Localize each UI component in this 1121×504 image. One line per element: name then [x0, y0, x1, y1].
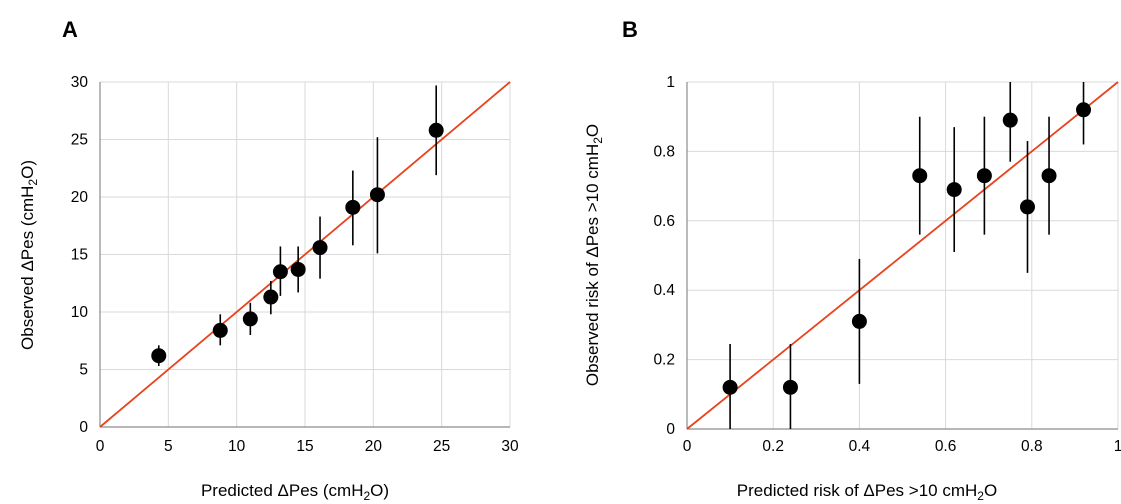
panel-b-y-tick-label: 0.4 — [653, 282, 675, 299]
panel-b-x-tick-label: 0.6 — [935, 438, 957, 455]
panel-b-data-point — [1076, 102, 1092, 118]
panel-a-x-tick-label: 20 — [365, 438, 383, 455]
panel-a-y-tick-label: 30 — [71, 74, 89, 91]
panel-b-x-tick-label: 1 — [1114, 438, 1121, 455]
panel-b-data-point — [912, 168, 928, 184]
panel-b-y-tick-label: 0 — [666, 421, 675, 438]
panel-a-y-tick-label: 0 — [79, 419, 88, 436]
panel-a-x-tick-label: 10 — [228, 438, 246, 455]
panel-a-data-point — [272, 264, 288, 280]
panel-b-error-bars — [729, 82, 1085, 429]
panel-a-x-tick-label: 15 — [296, 438, 313, 455]
panel-a: A 0 5 10 15 20 25 30 0 5 10 15 20 25 30 Predicted ΔP… — [18, 17, 519, 503]
panel-a-data-point — [312, 240, 328, 256]
panel-b-reference-line — [686, 81, 1119, 430]
panel-b-y-tick-labels: 0 0.2 0.4 0.6 0.8 1 — [653, 74, 675, 438]
panel-b-x-tick-label: 0.8 — [1021, 438, 1043, 455]
panel-a-data-point — [242, 311, 258, 327]
panel-a-y-tick-label: 5 — [79, 362, 88, 379]
panel-b-data-point — [976, 168, 992, 184]
panel-b-data-point — [1041, 168, 1057, 184]
panel-a-y-tick-label: 25 — [71, 132, 88, 149]
panel-a-data-point — [428, 122, 444, 138]
panel-a-markers — [151, 122, 444, 364]
panel-b-markers — [722, 102, 1092, 395]
panel-b-y-tick-label: 0.6 — [653, 213, 675, 230]
panel-b: B 0 0.2 0.4 0.6 0.8 1 0 0.2 0.4 0.6 0.8 1 Predicte… — [583, 17, 1121, 503]
panel-b-axes — [686, 82, 1118, 430]
panel-b-data-point — [1019, 199, 1035, 215]
panel-a-reference-line — [99, 81, 511, 428]
panel-a-data-point — [212, 322, 228, 338]
panel-b-data-point — [851, 313, 867, 329]
panel-b-x-tick-label: 0.4 — [849, 438, 871, 455]
panel-b-y-axis-title: Observed risk of ΔPes >10 cmH2O — [583, 124, 605, 386]
panel-a-x-tick-label: 25 — [433, 438, 450, 455]
panel-b-x-axis-title: Predicted risk of ΔPes >10 cmH2O — [737, 481, 997, 503]
panel-a-data-point — [151, 348, 167, 364]
panel-a-data-point — [369, 187, 385, 203]
panel-b-data-point — [946, 182, 962, 198]
panel-a-label: A — [62, 17, 78, 42]
panel-a-y-tick-labels: 0 5 10 15 20 25 30 — [71, 74, 89, 436]
panel-a-data-point — [345, 199, 361, 215]
panel-b-grid — [687, 81, 1119, 429]
panel-b-x-tick-labels: 0 0.2 0.4 0.6 0.8 1 — [683, 438, 1121, 455]
panel-a-x-axis-title: Predicted ΔPes (cmH2O) — [201, 481, 389, 503]
panel-a-x-tick-label: 30 — [501, 438, 519, 455]
panel-b-identity-line — [686, 81, 1119, 430]
panel-a-data-point — [263, 289, 279, 305]
panel-b-y-tick-label: 0.8 — [653, 143, 675, 160]
panel-a-error-bars — [157, 85, 438, 367]
panel-a-x-tick-labels: 0 5 10 15 20 25 30 — [96, 438, 519, 455]
panel-a-axes — [99, 82, 510, 428]
panel-a-y-axis-title: Observed ΔPes (cmH2O) — [18, 160, 40, 350]
panel-a-identity-line — [99, 81, 511, 428]
panel-a-y-tick-label: 15 — [71, 247, 88, 264]
panel-b-x-tick-label: 0 — [683, 438, 692, 455]
panel-b-label: B — [622, 17, 638, 42]
panel-a-data-point — [290, 261, 306, 277]
panel-b-y-tick-label: 1 — [666, 74, 675, 91]
panel-a-y-tick-label: 20 — [71, 189, 89, 206]
panel-b-data-point — [782, 379, 798, 395]
panel-b-data-point — [722, 379, 738, 395]
panel-a-x-tick-label: 0 — [96, 438, 105, 455]
panel-a-x-tick-label: 5 — [164, 438, 173, 455]
panel-b-y-tick-label: 0.2 — [653, 352, 675, 369]
panel-b-data-point — [1002, 112, 1018, 128]
panel-b-x-tick-label: 0.2 — [762, 438, 784, 455]
panel-a-y-tick-label: 10 — [71, 304, 89, 321]
